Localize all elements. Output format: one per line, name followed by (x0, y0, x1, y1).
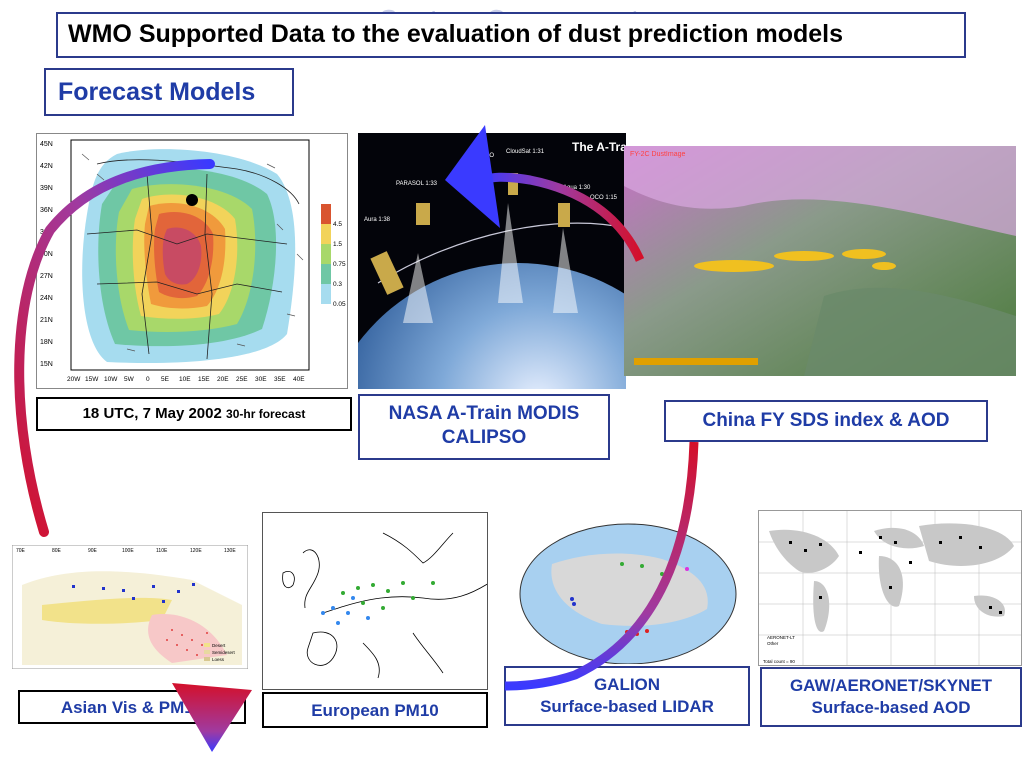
atrain-title: The A-Train (572, 140, 626, 154)
lat-label: 42N (40, 163, 53, 170)
forecast-caption: 18 UTC, 7 May 2002 30-hr forecast (36, 397, 352, 431)
legend-value: 4.5 (333, 221, 342, 228)
lon-label: 15E (198, 376, 210, 383)
galion-caption: GALION Surface-based LIDAR (504, 666, 750, 726)
lon-label: 10W (104, 376, 118, 383)
lon-label: 5E (161, 376, 170, 383)
galion-caption-line1: GALION (593, 675, 661, 694)
european-map-graphic (263, 513, 487, 689)
asia-lon-label: 70E (16, 548, 26, 554)
gaw-map-graphic: AERONET-LT Other Total count = 90 (759, 511, 1021, 665)
top-arrowhead (445, 125, 500, 228)
galion-caption-line2: Surface-based LIDAR (540, 697, 714, 716)
forecast-caption-sub: 30-hr forecast (226, 407, 306, 421)
asia-legend-label: Loess (212, 657, 225, 662)
lat-label: 27N (40, 273, 53, 280)
european-caption: European PM10 (262, 692, 488, 728)
china-caption: China FY SDS index & AOD (664, 400, 988, 442)
color-legend: 4.5 1.5 0.75 0.3 0.05 (321, 204, 346, 308)
atrain-graphic: The A-Train Aura 1:38 PARASOL 1:33 CALIP… (358, 133, 626, 389)
asia-lon-label: 100E (122, 548, 134, 554)
satellite-label: OCO 1:15 (590, 195, 618, 201)
lat-label: 36N (40, 207, 53, 214)
section-label: Forecast Models (58, 78, 256, 106)
lon-label: 30E (255, 376, 267, 383)
lon-label: 5W (124, 376, 135, 383)
forecast-map: 45N 42N 39N 36N 33N 30N 27N 24N 21N 18N … (36, 133, 348, 389)
gaw-caption-line1: GAW/AERONET/SKYNET (789, 676, 993, 695)
atrain-caption: NASA A-Train MODIS CALIPSO (358, 394, 610, 460)
china-fy-graphic: FY-2C DustImage (624, 146, 1016, 376)
lon-label: 25E (236, 376, 248, 383)
asia-legend-label: Semidesert (212, 650, 236, 655)
satellite-label: CloudSat 1:31 (506, 149, 545, 155)
china-fy-image: FY-2C DustImage (624, 146, 1016, 376)
legend-value: 0.05 (333, 301, 346, 308)
bottom-left-arrowhead (172, 683, 252, 752)
atrain-image: The A-Train Aura 1:38 PARASOL 1:33 CALIP… (358, 133, 626, 389)
asian-caption-text: Asian Vis & PM10 (60, 698, 204, 717)
lat-label: 45N (40, 141, 53, 148)
slide-title: WMO Supported Data to the evaluation of … (68, 20, 844, 48)
section-label-box (44, 68, 294, 116)
gaw-map: AERONET-LT Other Total count = 90 (758, 510, 1022, 666)
satellite-label: Aura 1:38 (364, 217, 391, 223)
gaw-total: Total count = 90 (763, 659, 795, 664)
asian-map: 70E 80E 90E 100E 110E 120E 130E Desert S… (12, 545, 248, 669)
right-arc-arrow (504, 441, 699, 691)
asia-lon-label: 90E (88, 548, 98, 554)
legend-value: 0.3 (333, 281, 342, 288)
satellite-label: Aqua 1:30 (563, 185, 591, 191)
satellite-label: PARASOL 1:33 (396, 181, 438, 187)
asia-lon-label: 110E (156, 548, 168, 554)
lon-label: 15W (85, 376, 99, 383)
forecast-caption-main: 18 UTC, 7 May 2002 (82, 405, 222, 422)
asia-legend: Desert Semidesert Loess (204, 643, 236, 662)
legend-value: 0.75 (333, 261, 346, 268)
top-arc-arrow (479, 172, 645, 262)
gaw-legend-label: AERONET-LT (767, 635, 795, 640)
asia-lon-label: 80E (52, 548, 62, 554)
lat-label: 24N (40, 295, 53, 302)
legend-value: 1.5 (333, 241, 342, 248)
atrain-caption-line1: NASA A-Train MODIS (388, 403, 580, 424)
gaw-caption: GAW/AERONET/SKYNET Surface-based AOD (760, 667, 1022, 727)
lon-label: 0 (146, 376, 150, 383)
lat-label: 18N (40, 339, 53, 346)
asia-legend-label: Desert (212, 643, 226, 648)
gaw-legend-label: Other (767, 641, 779, 646)
asia-lon-label: 130E (224, 548, 236, 554)
lon-label: 20W (67, 376, 81, 383)
lon-label: 10E (179, 376, 191, 383)
china-image-label: FY-2C DustImage (630, 151, 685, 158)
lat-label: 39N (40, 185, 53, 192)
gaw-caption-line2: Surface-based AOD (811, 698, 971, 717)
lat-label: 21N (40, 317, 53, 324)
lat-label: 30N (40, 251, 53, 258)
lon-label: 35E (274, 376, 286, 383)
european-caption-text: European PM10 (311, 701, 439, 720)
asian-map-graphic: 70E 80E 90E 100E 110E 120E 130E Desert S… (12, 545, 248, 669)
lon-label: 40E (293, 376, 305, 383)
forecast-map-graphic: 45N 42N 39N 36N 33N 30N 27N 24N 21N 18N … (37, 134, 347, 388)
lat-label: 15N (40, 361, 53, 368)
title-box (56, 12, 966, 58)
china-caption-text: China FY SDS index & AOD (702, 410, 950, 431)
asia-lon-label: 120E (190, 548, 202, 554)
left-arc-arrow (14, 159, 215, 537)
atrain-caption-line2: CALIPSO (441, 427, 527, 448)
european-map (262, 512, 488, 690)
lon-label: 20E (217, 376, 229, 383)
